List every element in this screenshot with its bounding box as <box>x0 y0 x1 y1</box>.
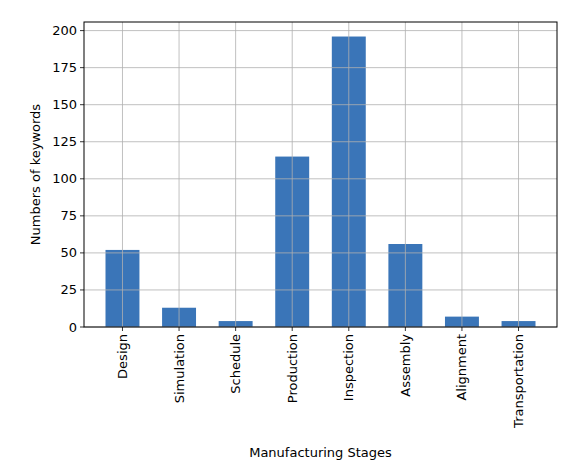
y-tick <box>80 289 84 290</box>
x-tick <box>461 327 462 331</box>
y-tick <box>80 67 84 68</box>
grid <box>84 22 557 327</box>
y-grid-line <box>84 141 557 142</box>
y-tick-label: 25 <box>60 282 77 297</box>
y-tick-label: 150 <box>52 97 77 112</box>
y-tick-label: 75 <box>60 208 77 223</box>
chart-svg: 0 25 50 75 100 125 150 175 200 Design Simulation Sc… <box>0 0 564 475</box>
x-tick-label: Schedule <box>228 334 243 394</box>
y-grid-line <box>84 104 557 105</box>
y-tick-label: 50 <box>60 245 77 260</box>
y-tick-label: 175 <box>52 60 77 75</box>
y-tick-label: 100 <box>52 171 77 186</box>
x-tick-label: Alignment <box>454 334 469 401</box>
y-grid-line <box>84 178 557 179</box>
x-tick <box>122 327 123 331</box>
y-grid-line <box>84 289 557 290</box>
y-grid-line <box>84 67 557 68</box>
x-tick <box>235 327 236 331</box>
y-tick <box>80 215 84 216</box>
x-tick-label: Design <box>115 334 130 379</box>
x-tick <box>292 327 293 331</box>
y-grid-line <box>84 30 557 31</box>
y-tick <box>80 104 84 105</box>
bars <box>106 37 536 327</box>
x-tick <box>518 327 519 331</box>
x-tick <box>348 327 349 331</box>
y-grid-line <box>84 215 557 216</box>
x-axis: Design Simulation Schedule Production Inspec… <box>115 327 526 429</box>
x-tick-label: Simulation <box>172 334 187 403</box>
y-tick <box>80 141 84 142</box>
x-tick <box>405 327 406 331</box>
y-tick-label: 125 <box>52 134 77 149</box>
y-tick <box>80 327 84 328</box>
x-tick-label: Transportation <box>511 334 526 429</box>
x-tick-label: Inspection <box>341 334 356 401</box>
chart-container: 0 25 50 75 100 125 150 175 200 Design Simulation Sc… <box>0 0 564 475</box>
y-axis-label: Numbers of keywords <box>28 104 43 246</box>
x-tick <box>179 327 180 331</box>
x-axis-label: Manufacturing Stages <box>249 445 392 460</box>
background <box>0 0 564 475</box>
y-tick <box>80 178 84 179</box>
y-tick <box>80 30 84 31</box>
y-tick-label: 200 <box>52 23 77 38</box>
y-tick-label: 0 <box>69 320 77 335</box>
y-grid-line <box>84 252 557 253</box>
x-tick-label: Assembly <box>398 334 413 397</box>
plot-frame <box>84 22 557 327</box>
y-axis: 0 25 50 75 100 125 150 175 200 <box>52 23 84 334</box>
x-tick-label: Production <box>285 334 300 403</box>
y-tick <box>80 252 84 253</box>
